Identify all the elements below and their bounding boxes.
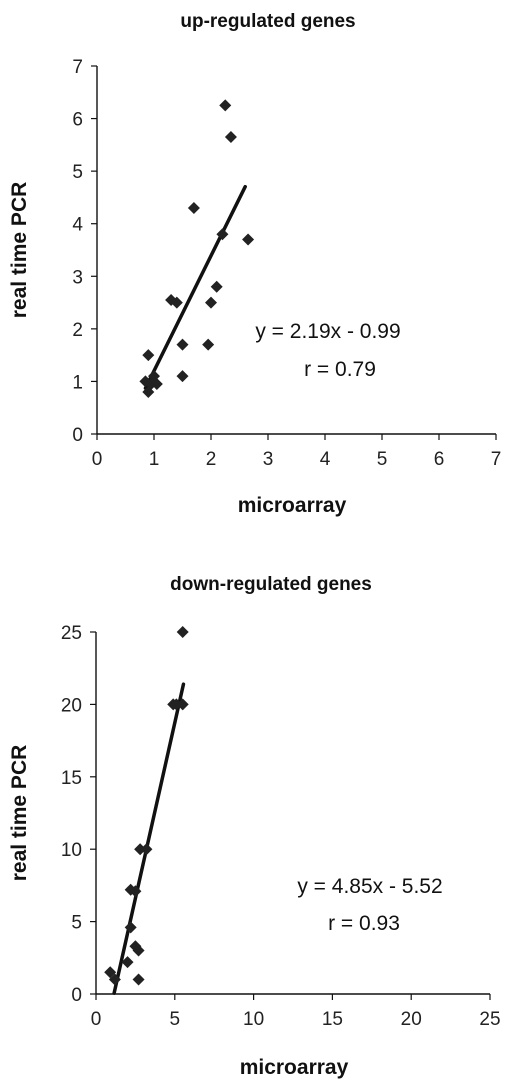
x-axis-title: microarray <box>238 494 347 517</box>
data-points <box>139 99 255 398</box>
x-tick-label: 0 <box>91 1009 102 1030</box>
data-point <box>176 626 189 638</box>
y-tick-label: 7 <box>72 57 83 78</box>
chart-title: down-regulated genes <box>170 574 372 595</box>
regression-line <box>112 682 186 995</box>
x-tick-label: 15 <box>322 1009 343 1030</box>
y-axis-title: real time PCR <box>8 182 31 319</box>
regression-line <box>143 184 247 390</box>
x-tick-label: 5 <box>377 449 388 470</box>
data-point <box>108 973 121 986</box>
data-point <box>132 973 145 986</box>
data-point <box>210 280 223 293</box>
x-axis-title: microarray <box>240 1056 349 1079</box>
data-point <box>205 296 217 309</box>
data-point <box>216 228 229 241</box>
x-tick-label: 1 <box>149 449 160 470</box>
chart-up-regulated: up-regulated genes 0 1 2 3 4 5 6 7 0 1 2 3 4 5 6 7 y =… <box>8 11 501 517</box>
x-tick-label: 25 <box>479 1009 500 1030</box>
x-tick-label: 5 <box>170 1009 181 1030</box>
data-point <box>129 885 142 898</box>
data-point <box>224 130 237 143</box>
data-point <box>242 233 255 246</box>
regression-equation: y = 2.19x - 0.99 <box>255 320 400 343</box>
y-tick-label: 20 <box>61 695 82 716</box>
data-point <box>142 349 155 362</box>
y-tick-label: 0 <box>71 985 82 1006</box>
y-tick-label: 10 <box>61 840 82 861</box>
data-point <box>134 843 147 856</box>
data-point <box>121 956 134 969</box>
correlation-label: r = 0.93 <box>328 912 400 935</box>
x-tick-label: 20 <box>401 1009 422 1030</box>
data-point <box>202 338 215 351</box>
x-ticks: 0 5 10 15 20 25 <box>91 994 501 1030</box>
data-point <box>170 296 183 309</box>
x-tick-label: 7 <box>491 449 502 470</box>
data-points <box>104 626 189 986</box>
y-tick-label: 5 <box>72 162 83 183</box>
x-ticks: 0 1 2 3 4 5 6 7 <box>92 434 502 470</box>
data-point <box>219 99 232 112</box>
correlation-label: r = 0.79 <box>304 358 376 381</box>
regression-equation: y = 4.85x - 5.52 <box>297 875 442 898</box>
y-tick-label: 25 <box>61 623 82 644</box>
y-tick-label: 1 <box>72 372 83 393</box>
y-tick-label: 4 <box>72 215 83 236</box>
x-tick-label: 0 <box>92 449 103 470</box>
x-tick-label: 3 <box>263 449 274 470</box>
y-tick-label: 6 <box>72 110 83 131</box>
data-point <box>132 944 145 957</box>
data-point <box>150 378 163 391</box>
x-tick-label: 6 <box>434 449 445 470</box>
data-point <box>187 201 200 214</box>
y-axis-title: real time PCR <box>8 745 31 882</box>
y-tick-label: 5 <box>71 913 82 934</box>
data-point <box>176 338 189 351</box>
y-ticks: 0 5 10 15 20 25 <box>61 623 96 1006</box>
data-point <box>140 843 153 856</box>
data-point <box>124 921 137 934</box>
y-tick-label: 15 <box>61 768 82 789</box>
x-tick-label: 4 <box>320 449 331 470</box>
data-point <box>176 370 189 383</box>
y-tick-label: 3 <box>72 267 83 288</box>
y-ticks: 0 1 2 3 4 5 6 7 <box>72 57 97 446</box>
y-tick-label: 2 <box>72 320 83 341</box>
chart-down-regulated: down-regulated genes 0 5 10 15 20 25 0 5 10 15 20… <box>8 574 501 1079</box>
x-tick-label: 2 <box>206 449 217 470</box>
data-point <box>170 698 183 711</box>
chart-title: up-regulated genes <box>180 11 355 32</box>
y-tick-label: 0 <box>72 425 83 446</box>
data-point <box>176 698 189 711</box>
x-tick-label: 10 <box>243 1009 264 1030</box>
